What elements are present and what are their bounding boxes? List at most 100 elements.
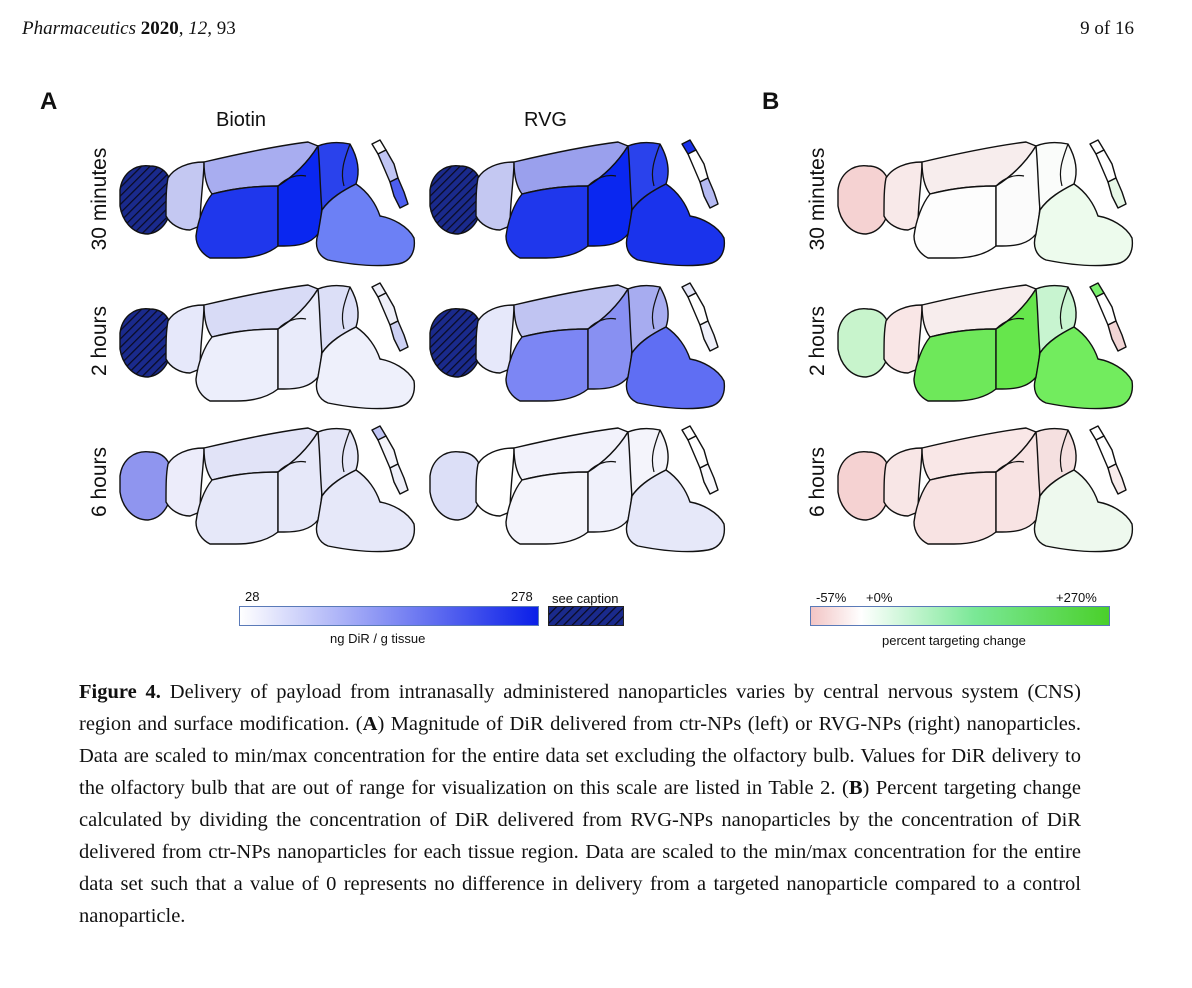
spinal-segment-region [1095,435,1117,469]
hindbrain-region [625,183,726,267]
frontal-cortex-region [475,161,515,231]
spinal-lower-region [389,320,409,352]
spinal-lower-region [1107,320,1127,352]
caption-text: Delivery of payload from intranasally ad… [79,681,1082,735]
figure-label: Figure 4. [79,681,161,703]
colorbar-a-max: 278 [511,589,533,604]
page-number: 9 of 16 [1080,18,1134,39]
olfactory-bulb-region [429,308,483,378]
hindbrain-region [1033,326,1134,410]
region-contour-line [277,286,351,330]
striatum-region [913,471,997,545]
colorbar-b-neg: -57% [816,590,847,605]
running-header: Pharmaceutics 2020, 12, 93 [22,18,236,39]
spinal-lower-region [389,463,409,495]
frontal-cortex-region [883,304,923,374]
region-contour-line [587,286,661,330]
row-label-panel-a: 6 hours [88,446,111,518]
striatum-region [505,471,589,545]
brain-map-change-30min [837,139,1134,267]
spinal-lower-region [389,177,409,209]
colorbar-b-gradient [810,606,1110,626]
olfactory-bulb-region [837,451,891,521]
row-label-panel-b: 2 hours [806,305,829,377]
colorbar-b-unit: percent targeting change [882,633,1026,648]
olfactory-bulb-region [429,165,483,235]
striatum-region [195,471,279,545]
row-label-panel-b: 6 hours [806,446,829,518]
olfactory-bulb-region [119,451,173,521]
colorbar-a-unit: ng DiR / g tissue [330,631,426,646]
brain-map-rvg-6h [429,425,726,553]
hindbrain-region [315,326,416,410]
frontal-cortex-region [165,161,205,231]
frontal-cortex-region [883,447,923,517]
row-label-panel-a: 30 minutes [88,147,111,251]
striatum-region [195,328,279,402]
region-contour-line [995,143,1069,187]
caption-text: ) Magnitude of DiR delivered from ctr-NP… [79,713,1081,799]
hindbrain-region [625,469,726,553]
panel-a-letter: A [40,88,58,115]
olfactory-bulb-region [429,451,483,521]
spinal-segment-region [687,292,709,326]
caption-ref-b: B [848,777,863,799]
journal-name: Pharmaceutics [22,18,136,39]
brain-map-biotin-2h [119,282,416,410]
caption-ref-a: A [362,713,378,735]
brain-map-rvg-30min [429,139,726,267]
olfactory-bulb-region [837,308,891,378]
frontal-cortex-region [883,161,923,231]
spinal-lower-region [1107,463,1127,495]
panel-b-letter: B [762,88,780,115]
caption-text: ) Percent targeting change calculated by… [79,777,1081,927]
row-label-panel-b: 30 minutes [806,147,829,251]
striatum-region [913,328,997,402]
row-label-panel-a: 2 hours [88,305,111,377]
region-contour-line [587,429,661,473]
spinal-lower-region [699,320,719,352]
striatum-region [913,185,997,259]
colorbar-b-zero: +0% [866,590,893,605]
journal-year: 2020 [140,18,179,39]
brain-map-change-2h [837,282,1134,410]
spinal-lower-region [699,177,719,209]
spinal-segment-region [687,435,709,469]
frontal-cortex-region [475,447,515,517]
colorbar-a-min: 28 [245,589,260,604]
spinal-segment-region [1095,149,1117,183]
spinal-lower-region [1107,177,1127,209]
region-contour-line [277,143,351,187]
column-heading-rvg: RVG [524,109,567,131]
article-number: 93 [216,18,236,39]
brain-map-rvg-2h [429,282,726,410]
hindbrain-region [1033,469,1134,553]
see-caption-label: see caption [552,591,619,606]
hindbrain-region [315,469,416,553]
frontal-cortex-region [165,447,205,517]
region-contour-line [995,429,1069,473]
region-contour-line [587,143,661,187]
hindbrain-region [315,183,416,267]
spinal-segment-region [1095,292,1117,326]
see-caption-swatch [548,606,624,626]
column-heading-biotin: Biotin [216,109,267,131]
region-contour-line [995,286,1069,330]
olfactory-bulb-region [119,165,173,235]
striatum-region [505,185,589,259]
olfactory-bulb-region [119,308,173,378]
spinal-segment-region [687,149,709,183]
spinal-segment-region [377,149,399,183]
spinal-lower-region [699,463,719,495]
hindbrain-region [1033,183,1134,267]
colorbar-b-pos: +270% [1056,590,1097,605]
striatum-region [505,328,589,402]
brain-map-biotin-6h [119,425,416,553]
journal-volume: 12 [188,18,208,39]
frontal-cortex-region [475,304,515,374]
region-contour-line [277,429,351,473]
brain-map-change-6h [837,425,1134,553]
striatum-region [195,185,279,259]
spinal-segment-region [377,292,399,326]
brain-map-biotin-30min [119,139,416,267]
